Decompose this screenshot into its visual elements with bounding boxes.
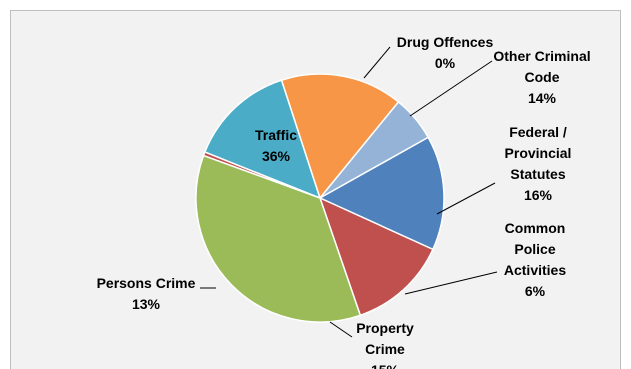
pie-slice-traffic (195, 154, 362, 323)
pie-slices (195, 73, 445, 323)
pie-slice-federal-provincial-statutes (280, 73, 400, 200)
data-label-property-crime: Property Crime 15% (356, 320, 414, 369)
data-label-line: Federal / (509, 124, 567, 140)
data-label-line: Crime (365, 341, 405, 357)
data-label-line: Police (514, 241, 555, 257)
data-label-line: Statutes (510, 166, 565, 182)
data-label-line: Code (525, 69, 560, 85)
leader-line-common-police-activities (404, 271, 498, 295)
data-label-line: Property (356, 320, 414, 336)
leader-line-drug-offences (363, 46, 391, 79)
data-label-federal-provincial-statutes: Federal / Provincial Statutes 16% (505, 124, 572, 203)
data-label-line: Activities (504, 262, 566, 278)
data-label-line: 36% (262, 148, 291, 164)
leader-line-property-crime (329, 321, 353, 338)
data-label-line: 14% (528, 90, 557, 106)
data-label-traffic: Traffic 36% (255, 127, 297, 164)
data-label-persons-crime: Persons Crime 13% (97, 275, 196, 312)
data-label-line: 16% (524, 187, 553, 203)
data-label-other-criminal-code: Other Criminal Code 14% (493, 48, 590, 106)
data-label-line: Traffic (255, 127, 297, 143)
data-label-line: Drug Offences (397, 34, 494, 50)
data-label-line: 15% (371, 362, 400, 369)
data-label-line: 6% (525, 283, 546, 299)
data-label-drug-offences: Drug Offences 0% (397, 34, 494, 71)
leader-lines (200, 46, 498, 338)
data-labels: Drug Offences 0% Other Criminal Code 14% Fede… (97, 34, 591, 369)
data-label-line: 13% (132, 296, 161, 312)
data-label-line: Common (505, 220, 566, 236)
leader-line-other-criminal-code (409, 60, 493, 117)
pie-slice-property-crime (318, 136, 445, 251)
leader-line-federal-provincial-statutes (436, 182, 496, 215)
pie-slice-other-criminal-code (203, 79, 322, 200)
data-label-line: 0% (435, 55, 456, 71)
data-label-line: Provincial (505, 145, 572, 161)
data-label-line: Other Criminal (493, 48, 590, 64)
data-label-common-police-activities: Common Police Activities 6% (504, 220, 566, 299)
pie-slice-persons-crime (318, 196, 434, 317)
data-label-line: Persons Crime (97, 275, 196, 291)
